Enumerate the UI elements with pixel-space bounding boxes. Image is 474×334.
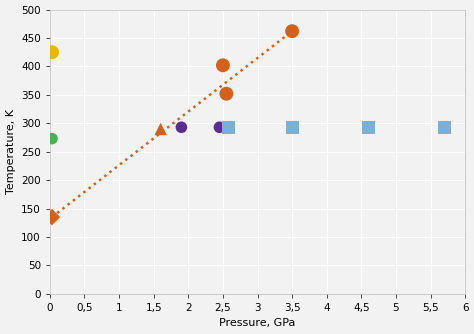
Point — [440, 125, 448, 130]
Point — [178, 125, 185, 130]
Y-axis label: Temperature, K: Temperature, K — [6, 109, 16, 194]
Point — [288, 125, 296, 130]
Point — [48, 49, 56, 55]
Point — [225, 125, 232, 130]
Point — [223, 91, 230, 97]
Point — [157, 126, 164, 132]
Point — [216, 125, 223, 130]
Point — [48, 136, 56, 141]
Point — [219, 62, 227, 68]
Point — [365, 125, 372, 130]
Point — [48, 214, 56, 220]
X-axis label: Pressure, GPa: Pressure, GPa — [219, 318, 296, 328]
Point — [288, 28, 296, 34]
